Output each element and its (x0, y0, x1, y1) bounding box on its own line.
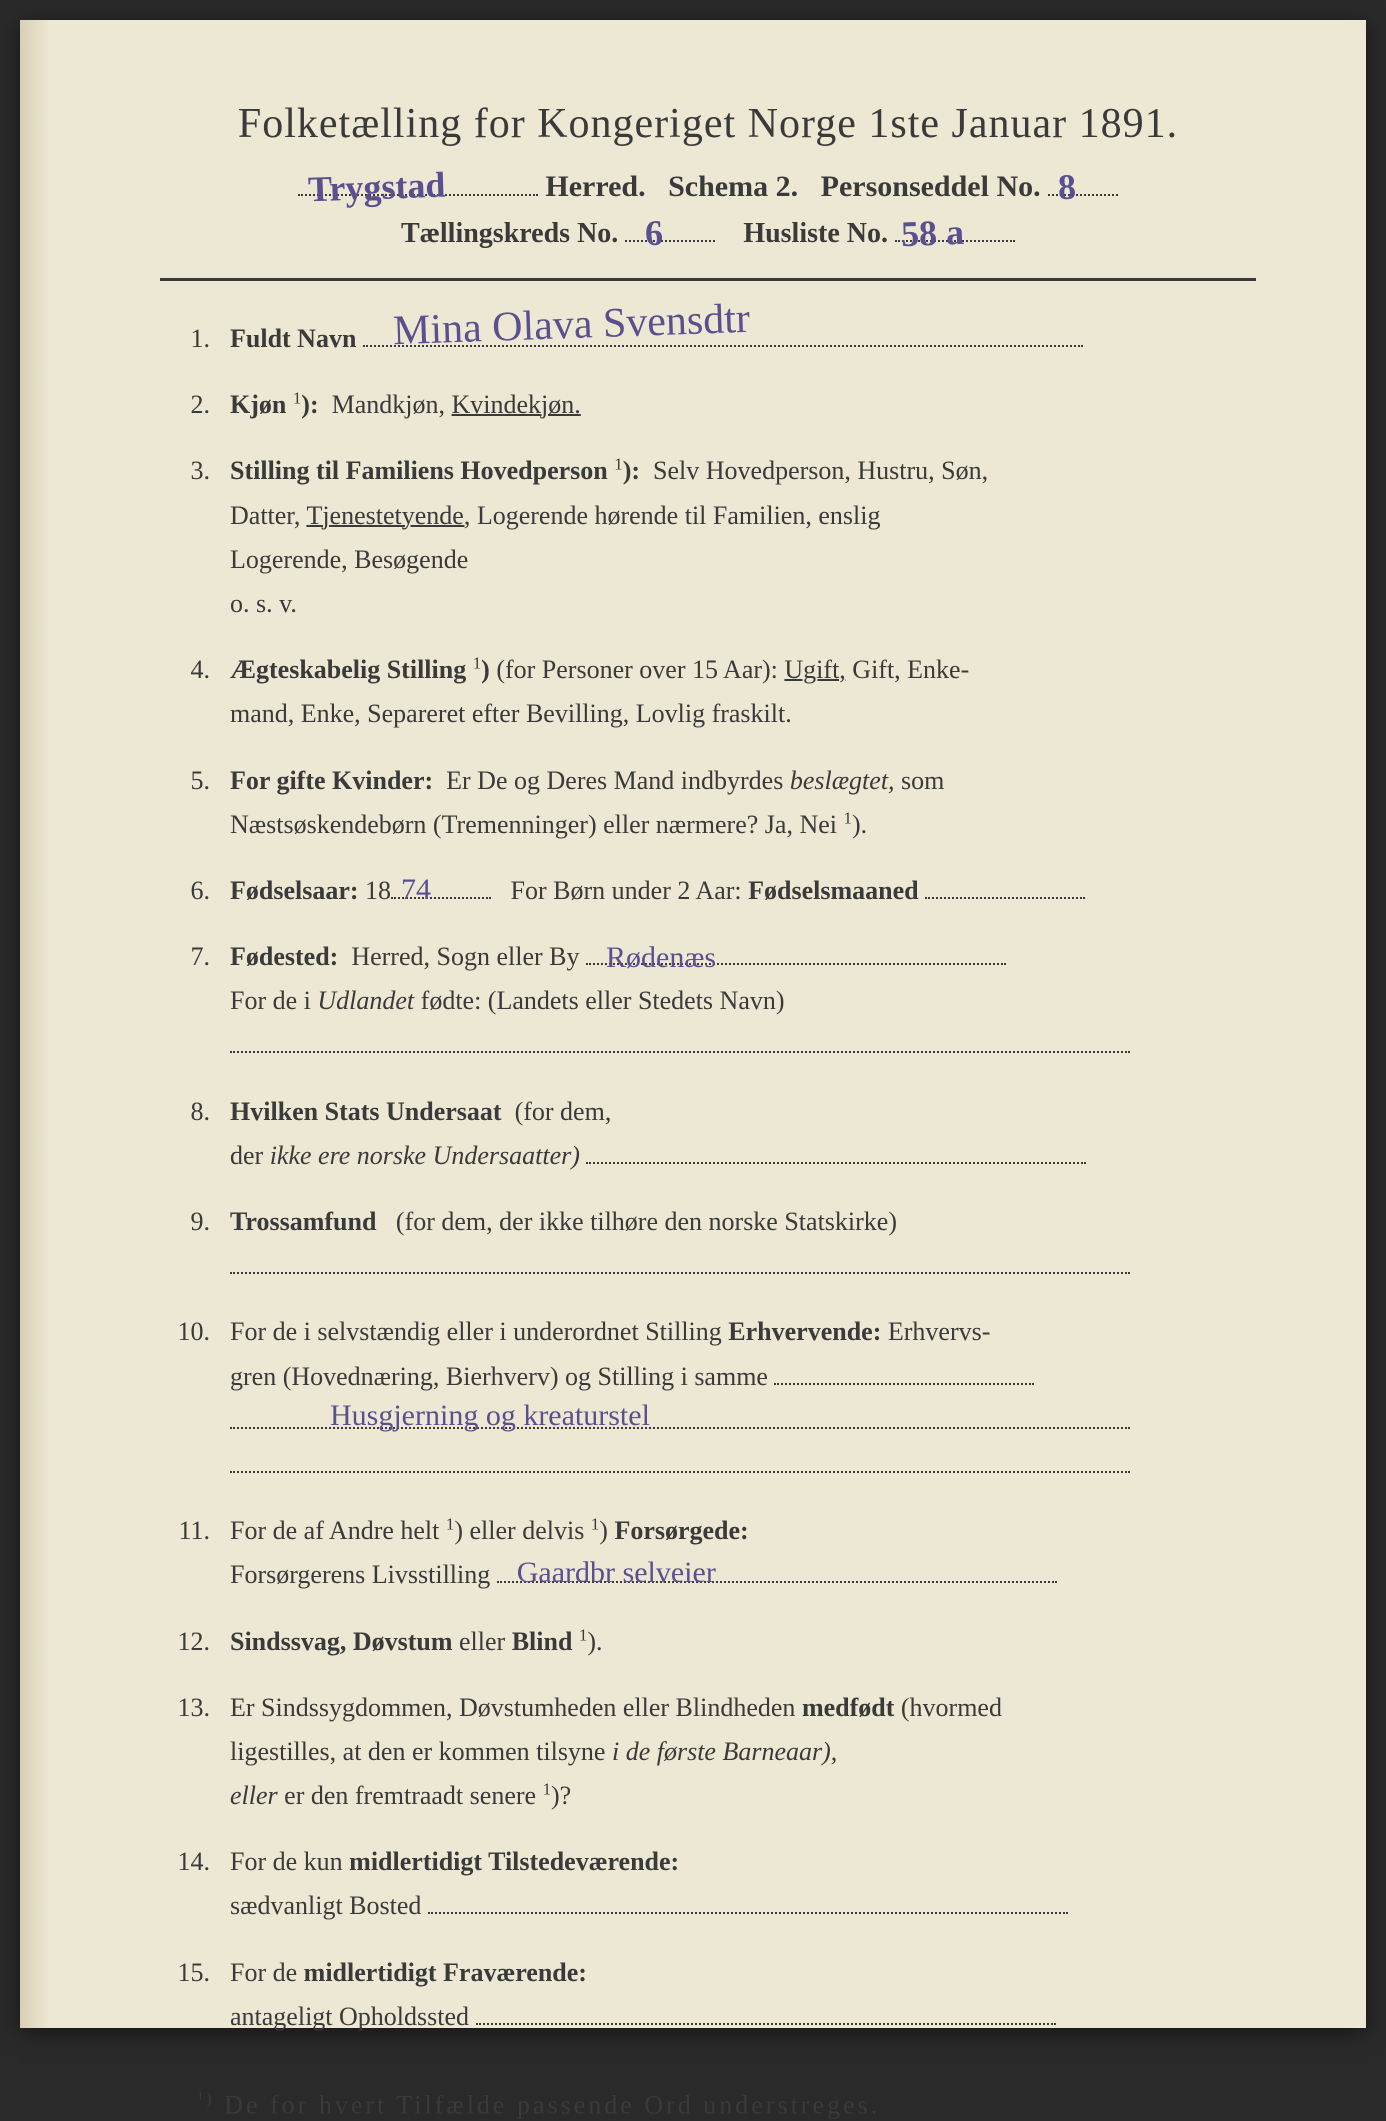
form-items: 1. Fuldt Navn Mina Olava Svensdtr 2. Kjø… (160, 317, 1256, 2039)
item-13: 13. Er Sindssygdommen, Døvstumheden elle… (160, 1686, 1256, 1819)
status-underlined: Tjenestetyende, (306, 501, 470, 530)
item-7: 7. Fødested: Herred, Sogn eller By Røden… (160, 935, 1256, 1068)
item-1: 1. Fuldt Navn Mina Olava Svensdtr (160, 317, 1256, 361)
herred-label: Herred. (545, 170, 645, 203)
husliste-no-hw: 58 a (900, 211, 964, 255)
item-11: 11. For de af Andre helt 1) eller delvis… (160, 1509, 1256, 1597)
name-hw: Mina Olava Svensdtr (392, 284, 751, 368)
label-1: Fuldt Navn (230, 324, 356, 353)
birthyear-hw: 74 (401, 864, 431, 915)
header-line-1: Trygstad Herred. Schema 2. Personseddel … (160, 166, 1256, 204)
divider (160, 278, 1256, 281)
person-label: Personseddel No. (821, 170, 1041, 203)
item-15: 15. For de midlertidigt Fraværende: anta… (160, 1951, 1256, 2039)
item-9: 9. Trossamfund (for dem, der ikke tilhør… (160, 1200, 1256, 1288)
item-4: 4. Ægteskabelig Stilling 1) (for Persone… (160, 648, 1256, 736)
item-12: 12. Sindssvag, Døvstum eller Blind 1). (160, 1620, 1256, 1664)
header-line-2: Tællingskreds No. 6 Husliste No. 58 a (160, 214, 1256, 250)
gender-underlined: Kvindekjøn. (452, 390, 581, 419)
schema-label: Schema 2. (668, 170, 798, 203)
husliste-label: Husliste No. (743, 218, 888, 249)
item-10: 10. For de i selvstændig eller i underor… (160, 1310, 1256, 1487)
person-no-hw: 8 (1057, 166, 1076, 209)
item-6: 6. Fødselsaar: 1874 For Børn under 2 Aar… (160, 869, 1256, 913)
birthplace-hw: Rødenæs (606, 932, 716, 983)
marital-underlined: Ugift, (784, 655, 845, 684)
occupation-hw: Husgjerning og kreaturstel (330, 1390, 650, 1441)
kreds-label: Tællingskreds No. (401, 218, 618, 249)
item-2: 2. Kjøn 1): Mandkjøn, Kvindekjøn. (160, 383, 1256, 427)
item-14: 14. For de kun midlertidigt Tilstedevære… (160, 1840, 1256, 1928)
census-form-page: Folketælling for Kongeriget Norge 1ste J… (20, 20, 1366, 2028)
provider-hw: Gaardbr selveier (517, 1547, 716, 1598)
footnote: ¹) De for hvert Tilfælde passende Ord un… (160, 2089, 1256, 2121)
item-8: 8. Hvilken Stats Undersaat (for dem, der… (160, 1090, 1256, 1178)
item-5: 5. For gifte Kvinder: Er De og Deres Man… (160, 759, 1256, 847)
form-title: Folketælling for Kongeriget Norge 1ste J… (160, 100, 1256, 148)
kreds-no-hw: 6 (645, 212, 664, 255)
herred-handwritten: Trygstad (307, 164, 446, 211)
item-3: 3. Stilling til Familiens Hovedperson 1)… (160, 449, 1256, 626)
